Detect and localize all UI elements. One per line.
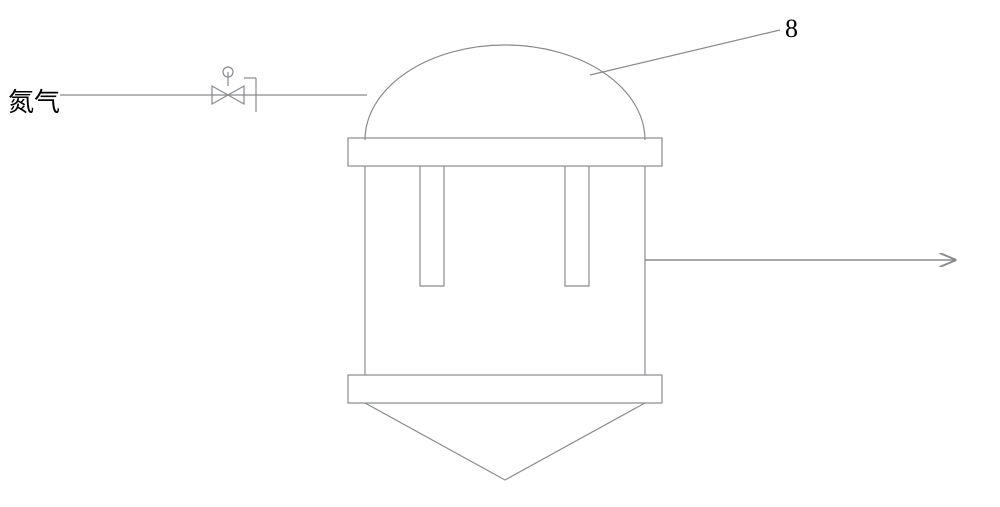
leader-line — [590, 30, 780, 75]
top-flange — [348, 138, 662, 166]
process-diagram: 氮气 8 — [0, 0, 1000, 502]
nitrogen-label: 氮气 — [8, 82, 60, 119]
vessel-cone — [365, 403, 645, 480]
bottom-flange — [348, 375, 662, 403]
vessel-dome — [365, 45, 645, 140]
reference-number-8: 8 — [785, 14, 798, 44]
diagram-svg — [0, 0, 1000, 502]
internal-tube-2 — [565, 166, 589, 286]
internal-tube-1 — [420, 166, 444, 286]
